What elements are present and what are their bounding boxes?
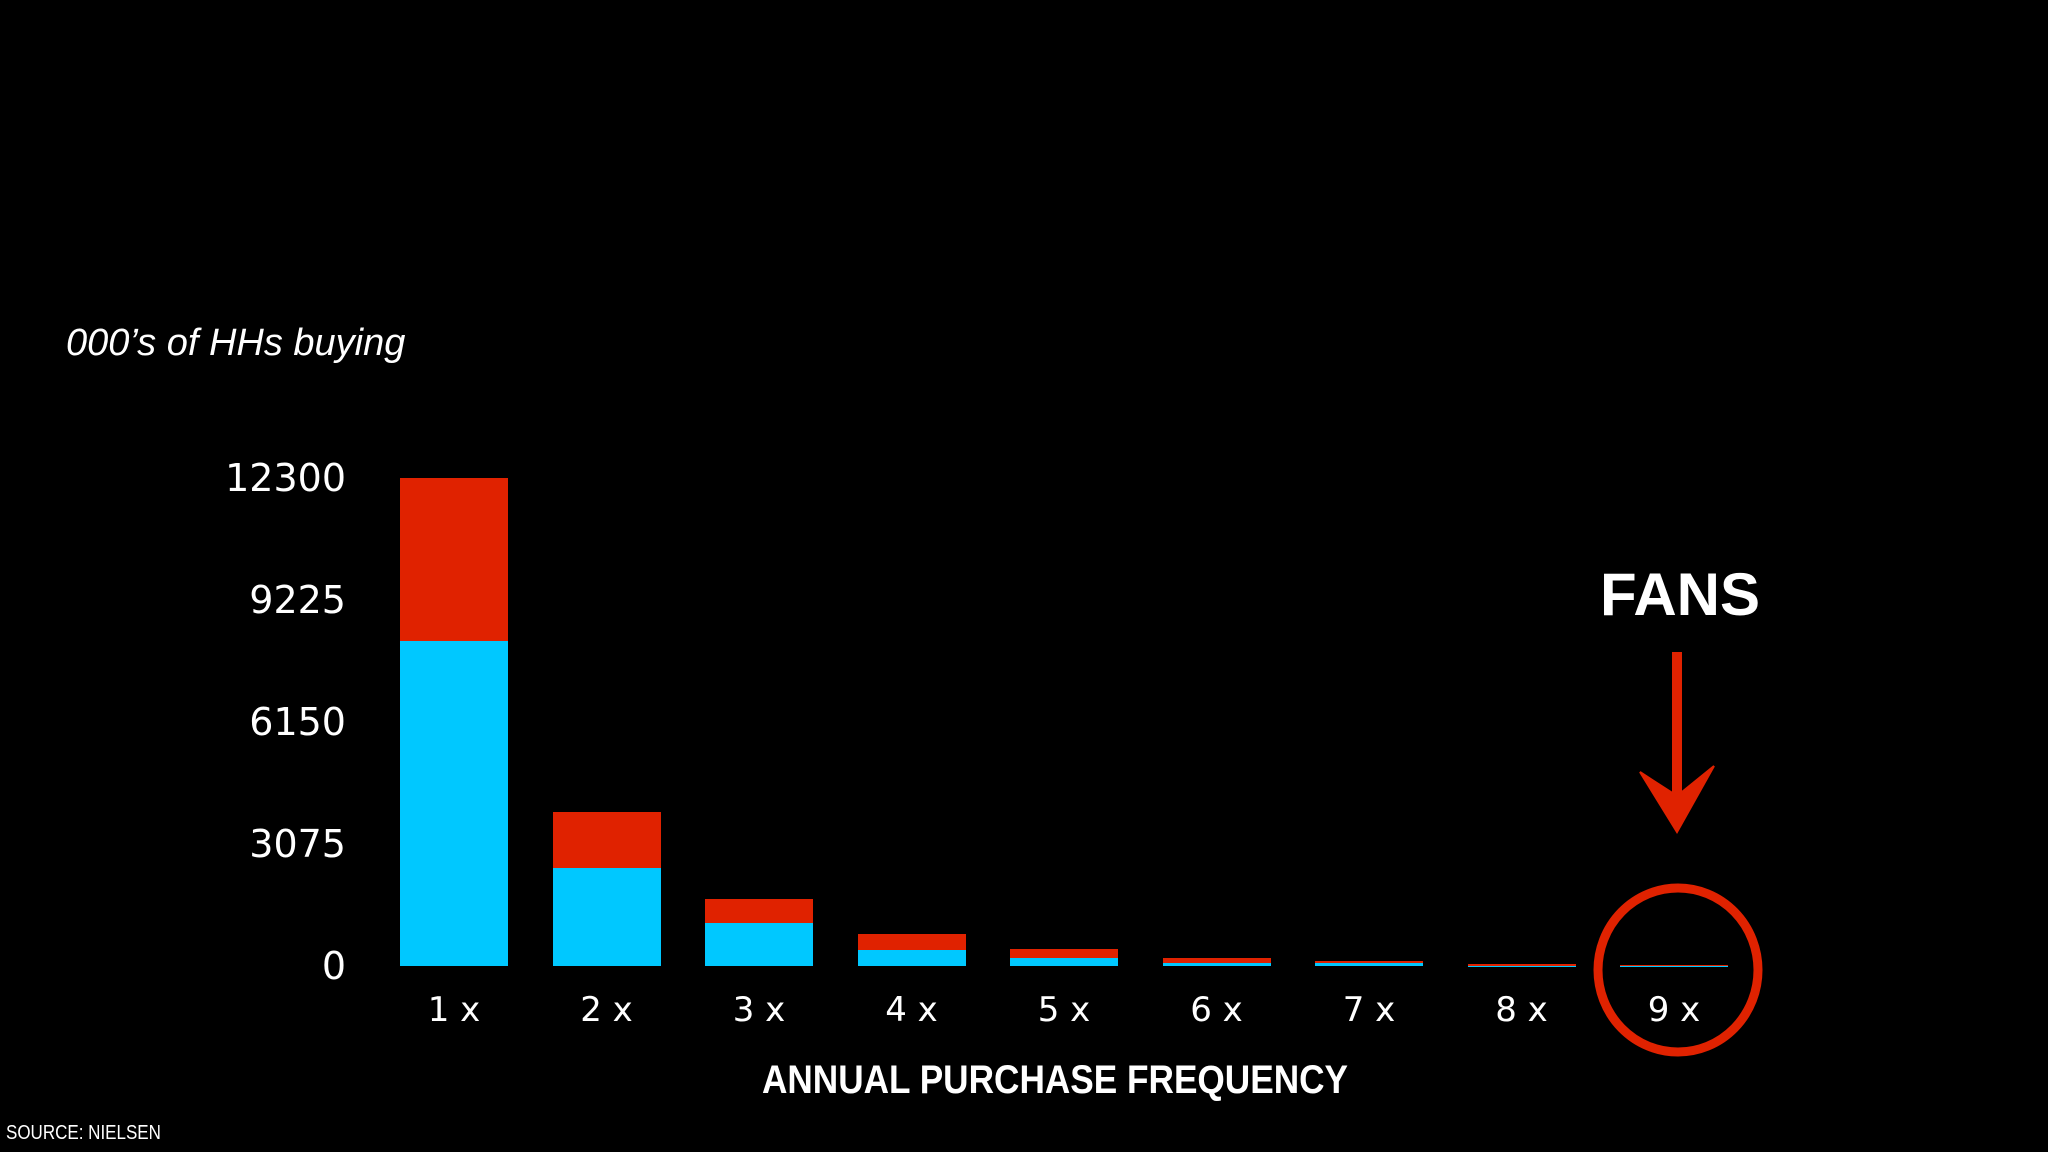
down-arrow-icon — [1639, 652, 1715, 834]
x-tick-label: 9 x — [1647, 990, 1701, 1030]
x-tick-label: 6 x — [1190, 990, 1243, 1030]
bar-segment-red — [857, 934, 966, 951]
x-tick-label: 1 x — [427, 990, 481, 1030]
bar-6x — [1162, 958, 1271, 966]
bar-segment-blue — [400, 640, 508, 966]
y-tick: 0 — [321, 944, 346, 988]
bar-3x — [705, 898, 813, 966]
bar-4x — [857, 934, 966, 966]
bar-segment-blue — [1010, 958, 1118, 966]
bar-segment-red — [1467, 963, 1576, 966]
bar-segment-red — [1010, 948, 1118, 959]
fans-annotation: FANS — [1599, 561, 1761, 628]
x-tick-label: 7 x — [1342, 990, 1396, 1030]
x-tick-label: 8 x — [1495, 990, 1548, 1030]
y-tick: 12300 — [225, 456, 346, 500]
bar-segment-red — [705, 898, 813, 924]
bar-segment-blue — [1315, 963, 1423, 966]
y-tick: 6150 — [249, 700, 346, 744]
bar-1x — [400, 478, 508, 966]
x-tick-label: 5 x — [1037, 990, 1091, 1030]
bar-segment-red — [1162, 958, 1271, 964]
bar-9x — [1620, 964, 1728, 966]
bar-8x — [1467, 963, 1576, 966]
y-tick: 9225 — [249, 578, 346, 622]
bar-segment-blue — [1162, 963, 1271, 966]
bar-segment-red — [1315, 961, 1423, 963]
source-note: SOURCE: NIELSEN — [6, 1122, 161, 1144]
bar-segment-blue — [705, 923, 813, 966]
y-tick: 3075 — [249, 822, 346, 866]
bar-segment-red — [552, 812, 661, 868]
x-tick-label: 4 x — [885, 990, 938, 1030]
bar-7x — [1315, 961, 1423, 966]
bar-2x — [552, 812, 661, 966]
bar-segment-blue — [552, 867, 661, 966]
bar-segment-red — [400, 478, 508, 641]
x-tick-label: 3 x — [732, 990, 786, 1030]
x-axis-title: ANNUAL PURCHASE FREQUENCY — [761, 1058, 1349, 1102]
y-axis-label: 000’s of HHs buying — [66, 322, 406, 364]
x-tick-label: 2 x — [580, 990, 633, 1030]
bar-5x — [1010, 948, 1118, 966]
bar-segment-blue — [857, 950, 966, 966]
